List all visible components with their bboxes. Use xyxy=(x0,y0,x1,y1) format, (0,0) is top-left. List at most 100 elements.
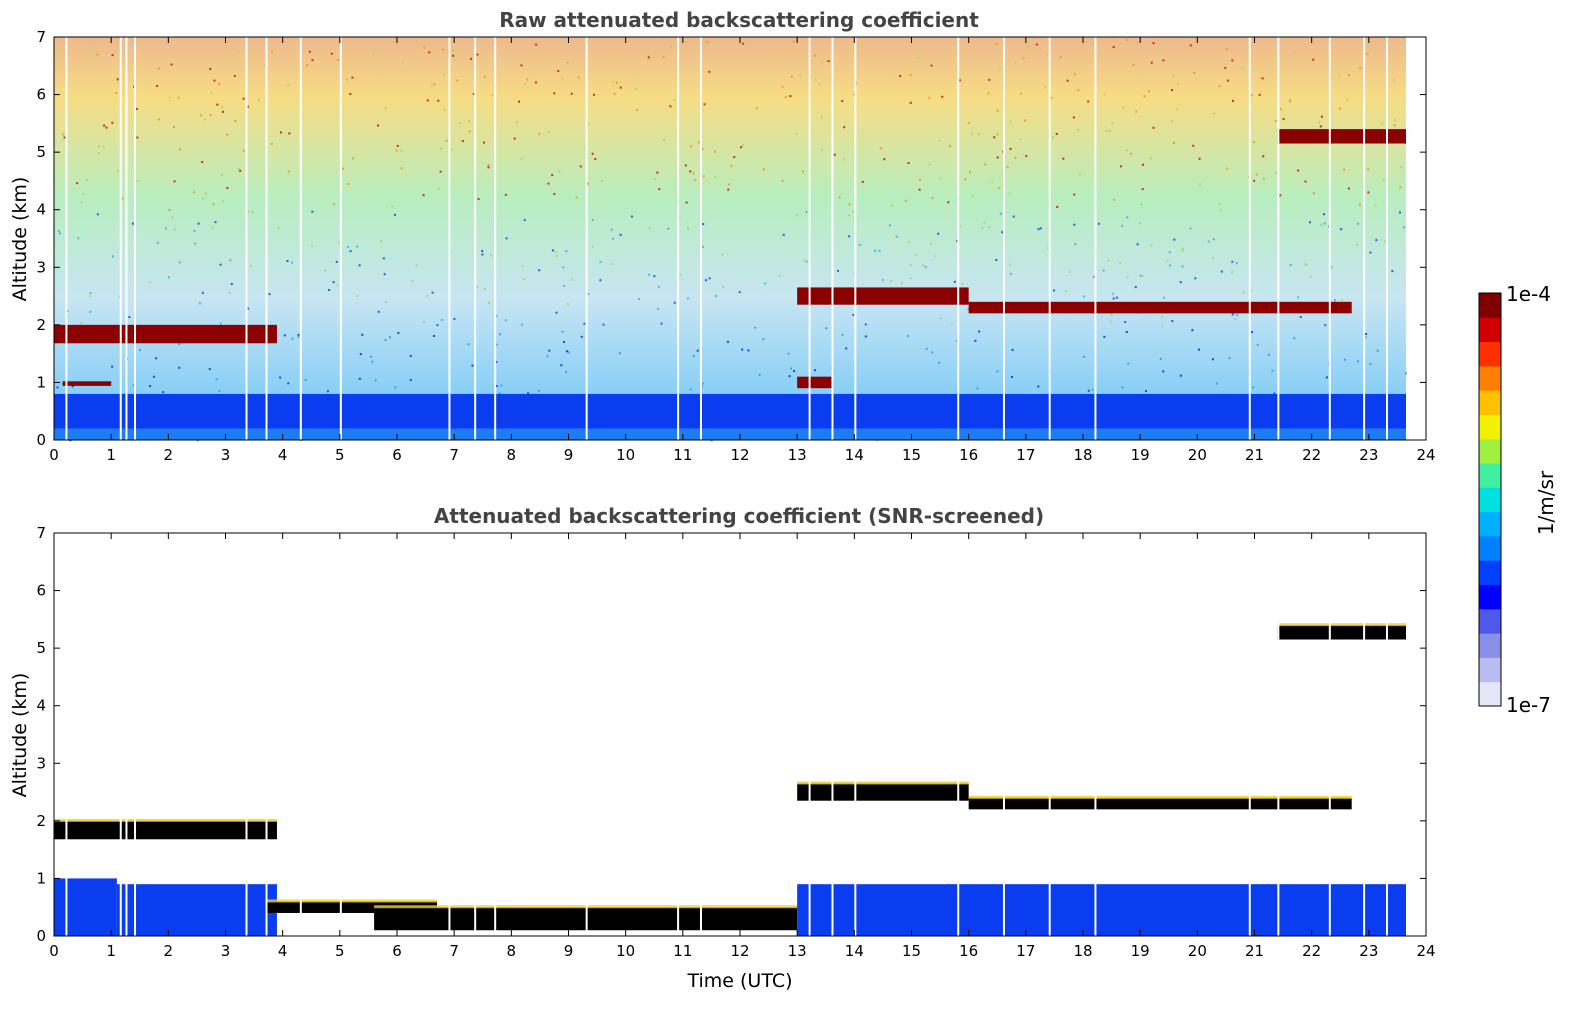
noise-speckle xyxy=(397,331,400,334)
noise-speckle xyxy=(1304,180,1307,183)
noise-speckle xyxy=(71,385,74,388)
noise-speckle xyxy=(959,225,962,228)
noise-speckle xyxy=(726,340,729,343)
noise-speckle xyxy=(653,275,656,278)
noise-speckle xyxy=(401,62,404,65)
noise-speckle xyxy=(1347,187,1350,190)
noise-speckle xyxy=(483,75,486,78)
noise-speckle xyxy=(561,330,564,333)
noise-speckle xyxy=(1289,264,1292,267)
noise-speckle xyxy=(513,137,516,140)
cloud-layer-3 xyxy=(265,901,438,913)
noise-speckle xyxy=(1107,259,1110,262)
noise-speckle xyxy=(1171,320,1174,323)
bottom-xlabel: Time (UTC) xyxy=(686,970,792,992)
cloud-layer-8 xyxy=(1277,129,1406,144)
noise-speckle xyxy=(521,265,524,268)
y-tick-label: 0 xyxy=(36,431,46,449)
noise-speckle xyxy=(198,302,201,305)
noise-speckle xyxy=(1001,231,1004,234)
noise-speckle xyxy=(728,183,731,186)
missing-profile-20 xyxy=(1094,37,1097,440)
noise-speckle xyxy=(988,78,991,81)
missing-profile-12 xyxy=(677,533,680,936)
noise-speckle xyxy=(388,336,391,339)
noise-speckle xyxy=(653,51,656,54)
noise-speckle xyxy=(1078,173,1081,176)
missing-profile-24 xyxy=(1363,533,1366,936)
noise-speckle xyxy=(409,354,412,357)
x-tick-label: 2 xyxy=(164,446,174,464)
noise-speckle xyxy=(384,301,387,304)
noise-speckle xyxy=(97,152,100,155)
noise-speckle xyxy=(1355,243,1358,246)
noise-speckle xyxy=(1124,321,1127,324)
noise-speckle xyxy=(1074,73,1077,76)
noise-speckle xyxy=(58,232,61,235)
noise-speckle xyxy=(599,260,602,263)
noise-speckle xyxy=(311,210,314,213)
noise-speckle xyxy=(395,149,398,152)
noise-speckle xyxy=(1359,67,1362,70)
colorbar-segment xyxy=(1479,487,1501,513)
noise-speckle xyxy=(1062,157,1065,160)
noise-speckle xyxy=(1212,238,1215,241)
noise-speckle xyxy=(841,100,844,103)
noise-speckle xyxy=(1102,269,1105,272)
noise-speckle xyxy=(1324,324,1327,327)
missing-profile-24 xyxy=(1363,37,1366,440)
noise-speckle xyxy=(374,379,377,382)
noise-speckle xyxy=(1097,222,1100,225)
colorbar-segment xyxy=(1479,608,1501,634)
missing-profile-7 xyxy=(339,533,342,936)
x-tick-label: 13 xyxy=(788,446,807,464)
noise-speckle xyxy=(1366,53,1369,56)
noise-speckle xyxy=(906,335,909,338)
noise-speckle xyxy=(1251,331,1254,334)
noise-speckle xyxy=(610,228,613,231)
noise-speckle xyxy=(991,180,994,183)
y-tick-label: 7 xyxy=(36,524,46,542)
x-tick-label: 0 xyxy=(49,942,59,960)
noise-speckle xyxy=(1022,57,1025,60)
noise-speckle xyxy=(115,92,118,95)
noise-speckle xyxy=(697,141,700,144)
x-tick-label: 6 xyxy=(392,942,402,960)
noise-speckle xyxy=(1037,385,1040,388)
noise-speckle xyxy=(547,182,550,185)
noise-speckle xyxy=(1189,44,1192,47)
noise-speckle xyxy=(1312,58,1315,61)
noise-speckle xyxy=(1147,90,1150,93)
noise-speckle xyxy=(1189,227,1192,230)
noise-speckle xyxy=(788,375,791,378)
noise-speckle xyxy=(1297,296,1300,299)
noise-speckle xyxy=(1399,186,1402,189)
noise-speckle xyxy=(553,92,556,95)
noise-speckle xyxy=(1046,54,1049,57)
noise-speckle xyxy=(847,214,850,217)
noise-speckle xyxy=(535,43,538,46)
noise-speckle xyxy=(335,260,338,263)
noise-speckle xyxy=(523,278,526,281)
noise-speckle xyxy=(708,277,711,280)
x-tick-label: 3 xyxy=(221,446,231,464)
y-tick-label: 2 xyxy=(36,316,46,334)
noise-speckle xyxy=(858,243,861,246)
noise-speckle xyxy=(1274,171,1277,174)
noise-speckle xyxy=(1141,163,1144,166)
noise-speckle xyxy=(1252,386,1255,389)
noise-speckle xyxy=(476,285,479,288)
noise-speckle xyxy=(1199,182,1202,185)
noise-speckle xyxy=(704,41,707,44)
noise-speckle xyxy=(218,390,221,393)
noise-speckle xyxy=(226,133,229,136)
noise-speckle xyxy=(1047,247,1050,250)
noise-speckle xyxy=(591,219,594,222)
noise-speckle xyxy=(845,347,848,350)
noise-speckle xyxy=(924,266,927,269)
noise-speckle xyxy=(495,384,498,387)
noise-speckle xyxy=(1181,249,1184,252)
missing-profile-11 xyxy=(585,37,588,440)
noise-speckle xyxy=(1242,291,1245,294)
noise-speckle xyxy=(852,313,855,316)
